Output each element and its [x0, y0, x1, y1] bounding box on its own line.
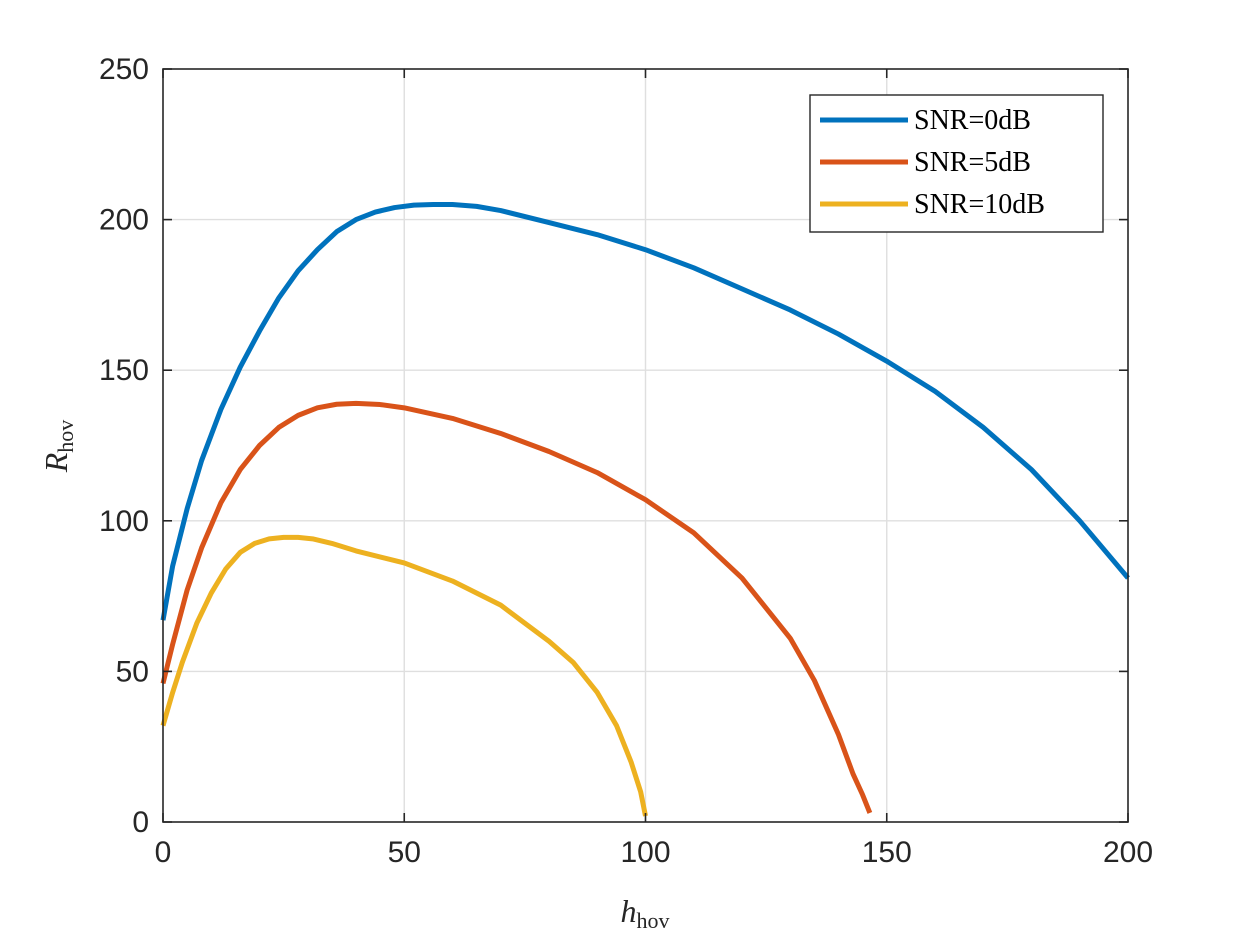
legend-label-0: SNR=0dB: [914, 105, 1031, 136]
legend: SNR=0dB SNR=5dB SNR=10dB: [809, 94, 1104, 233]
y-axis-label-sub: hov: [53, 420, 78, 453]
x-tick-label-3: 150: [862, 836, 912, 869]
x-tick-label-2: 100: [620, 836, 670, 869]
x-axis-label-sub: hov: [637, 908, 670, 933]
x-tick-label-4: 200: [1103, 836, 1153, 869]
y-axis-label-main: R: [38, 452, 74, 473]
y-tick-label-0: 0: [132, 806, 149, 839]
axes: [162, 68, 1129, 823]
y-tick-label-5: 250: [99, 53, 149, 86]
y-tick-label-4: 200: [99, 204, 149, 237]
series-lines: [160, 202, 1130, 817]
series-line-0: [160, 202, 1130, 621]
y-tick-label-3: 150: [99, 354, 149, 387]
series-line-2: [160, 534, 648, 817]
x-tick-label-1: 50: [388, 836, 421, 869]
series-line-1: [160, 400, 873, 814]
x-axis-label: hhov: [621, 893, 670, 933]
legend-label-2: SNR=10dB: [914, 189, 1045, 220]
y-axis-label: Rhov: [38, 420, 78, 474]
y-tick-label-2: 100: [99, 505, 149, 538]
y-tick-label-1: 50: [116, 655, 149, 688]
tick-labels: 0 50 100 150 200 0 50 100 150 200 250: [99, 53, 1153, 869]
x-axis-label-main: h: [621, 893, 637, 929]
axis-labels: hhov Rhov: [38, 420, 670, 933]
legend-label-1: SNR=5dB: [914, 147, 1031, 178]
x-tick-label-0: 0: [155, 836, 172, 869]
